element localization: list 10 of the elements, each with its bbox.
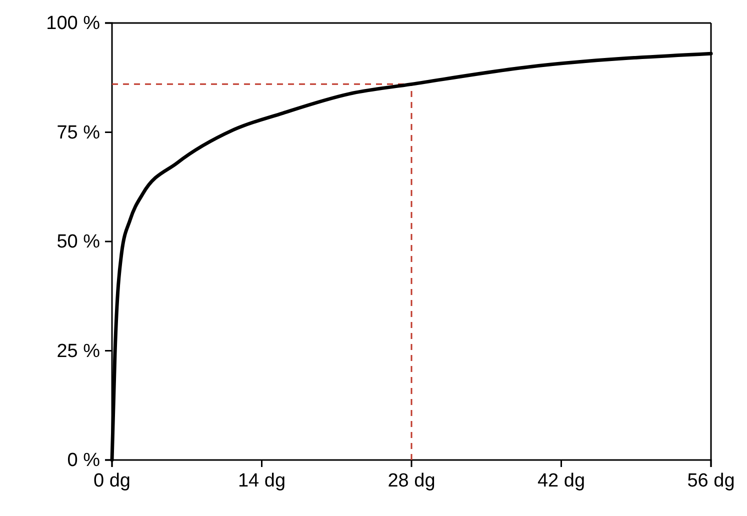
x-tick-label: 14 dg bbox=[238, 470, 286, 492]
x-tick-label: 28 dg bbox=[388, 470, 436, 492]
x-tick-label: 56 dg bbox=[687, 470, 735, 492]
y-tick-label: 50 % bbox=[56, 232, 100, 253]
y-tick-label: 100 % bbox=[46, 13, 100, 34]
x-tick-label: 0 dg bbox=[94, 470, 130, 492]
y-tick-label: 75 % bbox=[56, 122, 100, 144]
y-tick-label: 25 % bbox=[56, 340, 100, 362]
x-tick-label: 42 dg bbox=[537, 470, 586, 492]
y-tick-label: 0 % bbox=[67, 450, 100, 472]
